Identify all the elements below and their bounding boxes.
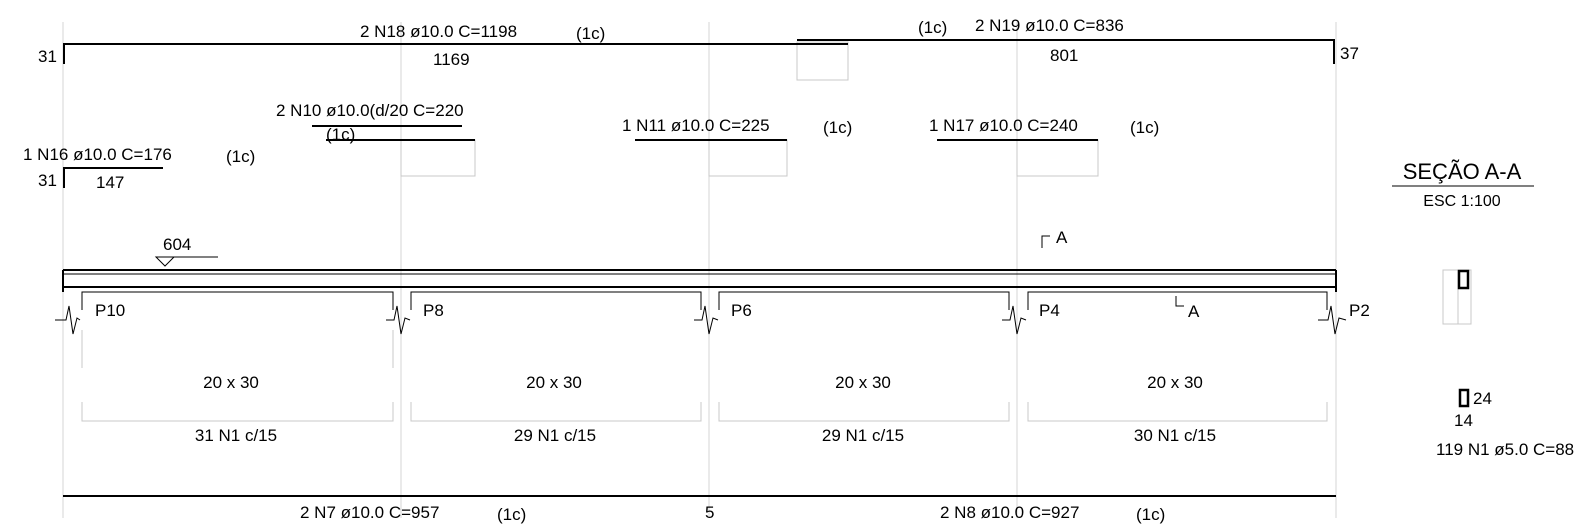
- level-marker: 604: [154, 235, 218, 267]
- support-label-p4: P4: [1039, 301, 1060, 320]
- bar-n7-layer: (1c): [497, 505, 526, 524]
- section-title: SEÇÃO A-A: [1403, 159, 1522, 184]
- bar-n17-label: 1 N17 ø10.0 C=240: [929, 116, 1078, 135]
- section-stirrup: [1457, 269, 1470, 290]
- bar-n8: 2 N8 ø10.0 C=927 (1c): [707, 495, 1336, 524]
- section-mark-bottom: A: [1188, 302, 1200, 321]
- stirrup-width: 14: [1454, 411, 1473, 430]
- span-section-3: 20 x 30: [835, 373, 891, 392]
- bar-n18-left-hook: 31: [38, 47, 57, 66]
- bar-n16-layer: (1c): [226, 147, 255, 166]
- support-label-p8: P8: [423, 301, 444, 320]
- bar-ghost-boxes: [400, 41, 1099, 177]
- span-stirrups: 31 N1 c/15 29 N1 c/15 29 N1 c/15 30 N1 c…: [195, 426, 1216, 445]
- bar-n19-layer: (1c): [918, 18, 947, 37]
- bar-n7-label: 2 N7 ø10.0 C=957: [300, 503, 439, 522]
- bar-n16-label: 1 N16 ø10.0 C=176: [23, 145, 172, 164]
- support-break-symbols: [55, 305, 1347, 335]
- bar-n18-layer: (1c): [576, 24, 605, 43]
- bar-n18-label: 2 N18 ø10.0 C=1198: [360, 22, 517, 41]
- bar-n17: 1 N17 ø10.0 C=240 (1c): [929, 116, 1159, 141]
- bar-n18: 2 N18 ø10.0 C=1198 (1c) 31 1169: [38, 22, 848, 69]
- support-labels: P10 P8 P6 P4 P2: [95, 301, 1370, 320]
- bar-n11-layer: (1c): [823, 118, 852, 137]
- span-stirrups-1: 31 N1 c/15: [195, 426, 277, 445]
- bar-n19: (1c) 2 N19 ø10.0 C=836 801 37: [797, 16, 1359, 65]
- bar-n10: 2 N10 ø10.0(d/20 C=220 (1c): [276, 101, 475, 144]
- bar-n16-left-hook: 31: [38, 171, 57, 190]
- beam-elevation: [62, 269, 1337, 422]
- bar-n7: 2 N7 ø10.0 C=957 (1c): [63, 495, 713, 524]
- stirrup-height: 24: [1473, 389, 1492, 408]
- support-label-p10: P10: [95, 301, 125, 320]
- stirrup-label: 119 N1 ø5.0 C=88: [1436, 440, 1574, 459]
- section-detail: SEÇÃO A-A ESC 1:100 24 14 119 N1 ø5.0 C=…: [1392, 159, 1574, 459]
- span-stirrups-2: 29 N1 c/15: [514, 426, 596, 445]
- section-outline: [1442, 269, 1472, 325]
- span-stirrups-4: 30 N1 c/15: [1134, 426, 1216, 445]
- span-section-4: 20 x 30: [1147, 373, 1203, 392]
- bar-n8-layer: (1c): [1136, 505, 1165, 524]
- stirrup-detail: [1458, 388, 1470, 408]
- section-mark-top: A: [1056, 228, 1068, 247]
- bar-n8-label: 2 N8 ø10.0 C=927: [940, 503, 1079, 522]
- support-label-p6: P6: [731, 301, 752, 320]
- span-sections: 20 x 30 20 x 30 20 x 30 20 x 30: [203, 373, 1203, 392]
- bar-n16-length: 147: [96, 173, 124, 192]
- bar-n10-layer: (1c): [326, 125, 355, 144]
- span-stirrups-3: 29 N1 c/15: [822, 426, 904, 445]
- level-value: 604: [163, 235, 191, 254]
- bar-n19-right-hook: 37: [1340, 44, 1359, 63]
- bar-n19-label: 2 N19 ø10.0 C=836: [975, 16, 1124, 35]
- span-section-1: 20 x 30: [203, 373, 259, 392]
- section-scale: ESC 1:100: [1423, 193, 1500, 210]
- section-cut-marks: A A: [1041, 228, 1200, 321]
- span-section-2: 20 x 30: [526, 373, 582, 392]
- bar-n16: 1 N16 ø10.0 C=176 (1c) 31 147: [23, 145, 255, 192]
- splice-length: 5: [705, 503, 714, 522]
- bar-n11: 1 N11 ø10.0 C=225 (1c): [622, 116, 852, 141]
- bar-n18-length: 1169: [433, 50, 470, 69]
- bar-n17-layer: (1c): [1130, 118, 1159, 137]
- bar-n10-label: 2 N10 ø10.0(d/20 C=220: [276, 101, 464, 120]
- bar-n19-length: 801: [1050, 46, 1078, 65]
- support-label-p2: P2: [1349, 301, 1370, 320]
- bar-n11-label: 1 N11 ø10.0 C=225: [622, 116, 770, 135]
